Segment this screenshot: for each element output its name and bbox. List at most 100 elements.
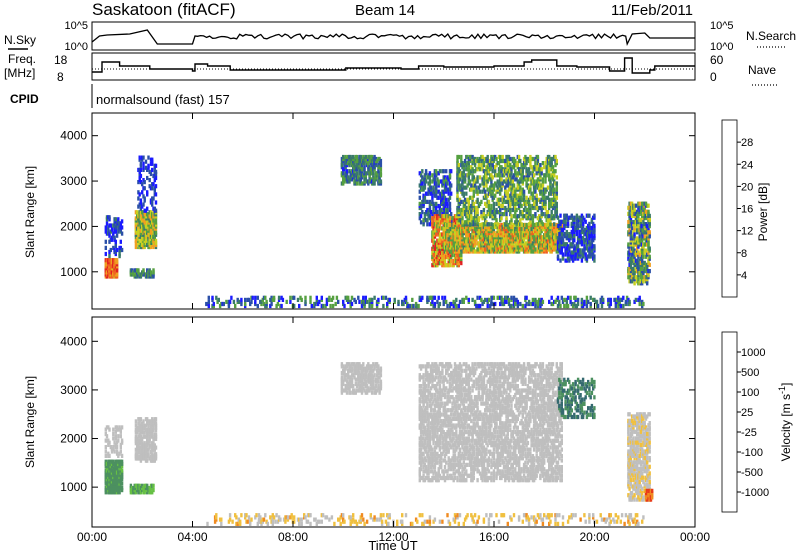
data-cell bbox=[433, 234, 437, 239]
data-cell bbox=[554, 181, 557, 186]
data-cell bbox=[324, 303, 327, 309]
data-cell bbox=[134, 423, 138, 428]
data-cell bbox=[152, 488, 155, 493]
data-cell bbox=[421, 203, 424, 209]
data-cell bbox=[154, 200, 158, 205]
data-cell bbox=[501, 233, 504, 238]
data-cell bbox=[494, 245, 497, 250]
data-cell bbox=[315, 295, 318, 300]
data-cell bbox=[630, 252, 634, 257]
data-cell bbox=[426, 199, 429, 204]
data-cell bbox=[372, 179, 375, 184]
data-cell bbox=[120, 468, 124, 473]
data-cell bbox=[139, 490, 143, 495]
data-cell bbox=[114, 468, 117, 473]
data-cell bbox=[211, 295, 214, 300]
data-cell bbox=[647, 250, 650, 255]
data-cell bbox=[505, 154, 508, 160]
data-cell bbox=[573, 295, 576, 300]
data-cell bbox=[108, 258, 111, 263]
data-cell bbox=[476, 167, 479, 172]
data-cell bbox=[482, 207, 486, 213]
data-cell bbox=[368, 179, 371, 184]
data-cell bbox=[527, 214, 531, 219]
data-cell bbox=[565, 232, 568, 237]
data-cell bbox=[115, 451, 119, 456]
data-cell bbox=[438, 261, 442, 266]
data-cell bbox=[516, 214, 519, 219]
data-cell bbox=[471, 161, 474, 166]
data-cell bbox=[576, 217, 580, 222]
data-cell bbox=[647, 203, 650, 208]
data-cell bbox=[482, 222, 486, 227]
data-cell bbox=[108, 223, 111, 228]
data-cell bbox=[639, 248, 643, 253]
data-cell bbox=[494, 210, 497, 215]
data-cell bbox=[514, 297, 517, 302]
data-cell bbox=[230, 295, 233, 300]
data-cell bbox=[578, 236, 581, 241]
data-cell bbox=[110, 227, 114, 232]
data-cell bbox=[530, 239, 533, 244]
data-cell bbox=[555, 158, 558, 164]
data-cell bbox=[105, 461, 109, 466]
data-cell bbox=[387, 297, 390, 302]
data-cell bbox=[573, 256, 576, 261]
data-cell bbox=[362, 295, 365, 300]
data-cell bbox=[113, 440, 116, 445]
data-cell bbox=[352, 362, 355, 367]
data-cell bbox=[240, 297, 243, 302]
data-cell bbox=[560, 232, 563, 237]
data-cell bbox=[470, 183, 473, 188]
data-cell bbox=[536, 222, 540, 227]
data-cell bbox=[554, 163, 557, 168]
data-cell bbox=[628, 205, 631, 210]
data-cell bbox=[237, 299, 241, 304]
data-cell bbox=[148, 169, 151, 174]
data-cell bbox=[470, 214, 473, 219]
data-cell bbox=[146, 190, 149, 195]
data-cell bbox=[146, 417, 149, 422]
data-cell bbox=[345, 364, 349, 369]
data-cell bbox=[521, 163, 524, 168]
data-cell bbox=[501, 297, 504, 302]
data-cell bbox=[543, 222, 546, 228]
data-cell bbox=[462, 231, 465, 236]
data-cell bbox=[331, 295, 335, 300]
data-cell bbox=[360, 171, 364, 176]
data-cell bbox=[473, 227, 477, 232]
data-cell bbox=[492, 183, 496, 188]
data-cell bbox=[104, 431, 107, 437]
data-cell bbox=[320, 295, 323, 300]
data-cell bbox=[463, 210, 467, 215]
data-cell bbox=[347, 386, 350, 391]
data-cell bbox=[349, 171, 352, 176]
data-cell bbox=[450, 259, 453, 264]
data-cell bbox=[445, 222, 448, 228]
data-cell bbox=[532, 235, 536, 240]
data-cell bbox=[514, 210, 517, 215]
data-cell bbox=[353, 165, 356, 170]
data-cell bbox=[349, 177, 352, 182]
data-cell bbox=[473, 169, 477, 174]
data-cell bbox=[114, 225, 117, 230]
data-cell bbox=[501, 212, 504, 217]
data-cell bbox=[510, 295, 513, 300]
data-cell bbox=[427, 297, 430, 302]
data-cell bbox=[146, 212, 149, 217]
data-cell bbox=[485, 181, 488, 186]
data-cell bbox=[545, 247, 548, 252]
data-cell bbox=[561, 299, 565, 304]
data-cell bbox=[539, 163, 542, 168]
data-cell bbox=[473, 241, 477, 246]
data-cell bbox=[470, 187, 473, 192]
data-cell bbox=[114, 239, 117, 244]
data-cell bbox=[525, 231, 528, 236]
data-cell bbox=[373, 181, 376, 186]
data-cell bbox=[146, 175, 149, 181]
data-cell bbox=[112, 262, 115, 267]
data-cell bbox=[109, 472, 112, 477]
data-cell bbox=[146, 419, 149, 424]
data-cell bbox=[141, 443, 144, 448]
data-cell bbox=[556, 254, 560, 259]
